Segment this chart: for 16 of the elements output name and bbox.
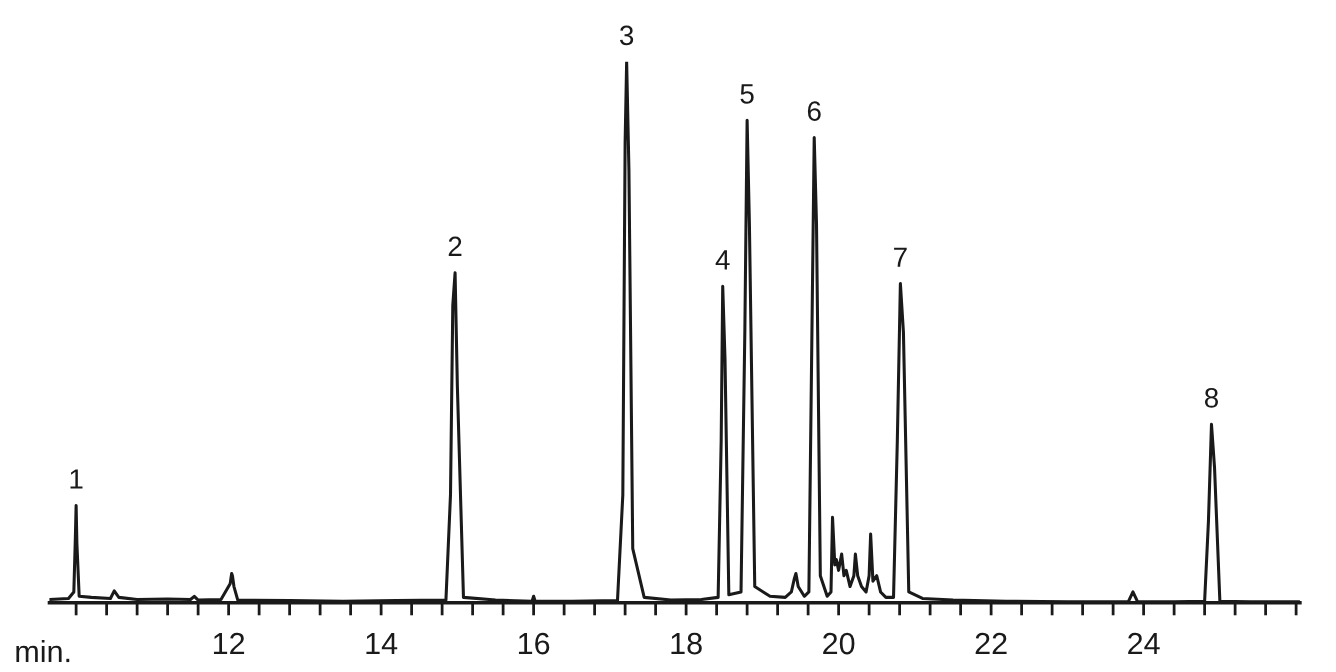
x-tick-label: 18 bbox=[671, 632, 702, 655]
x-tick-label: 24 bbox=[1128, 632, 1160, 655]
x-tick-label: 22 bbox=[975, 632, 1007, 655]
annotation: 6 bbox=[807, 101, 821, 121]
annotation: 2 bbox=[448, 236, 462, 256]
x-tick-label: 12 bbox=[213, 632, 245, 655]
annotation: 8 bbox=[1204, 388, 1218, 408]
x-tick-label: 16 bbox=[518, 632, 550, 655]
annotation: 4 bbox=[715, 250, 730, 270]
x-axis-title: min. bbox=[16, 639, 70, 663]
annotation: 7 bbox=[894, 247, 907, 267]
x-tick-label: 20 bbox=[823, 632, 855, 655]
annotation: 1 bbox=[70, 469, 83, 489]
annotation: 5 bbox=[740, 84, 754, 104]
annotation: 3 bbox=[619, 25, 634, 46]
x-tick-label: 14 bbox=[366, 633, 398, 655]
